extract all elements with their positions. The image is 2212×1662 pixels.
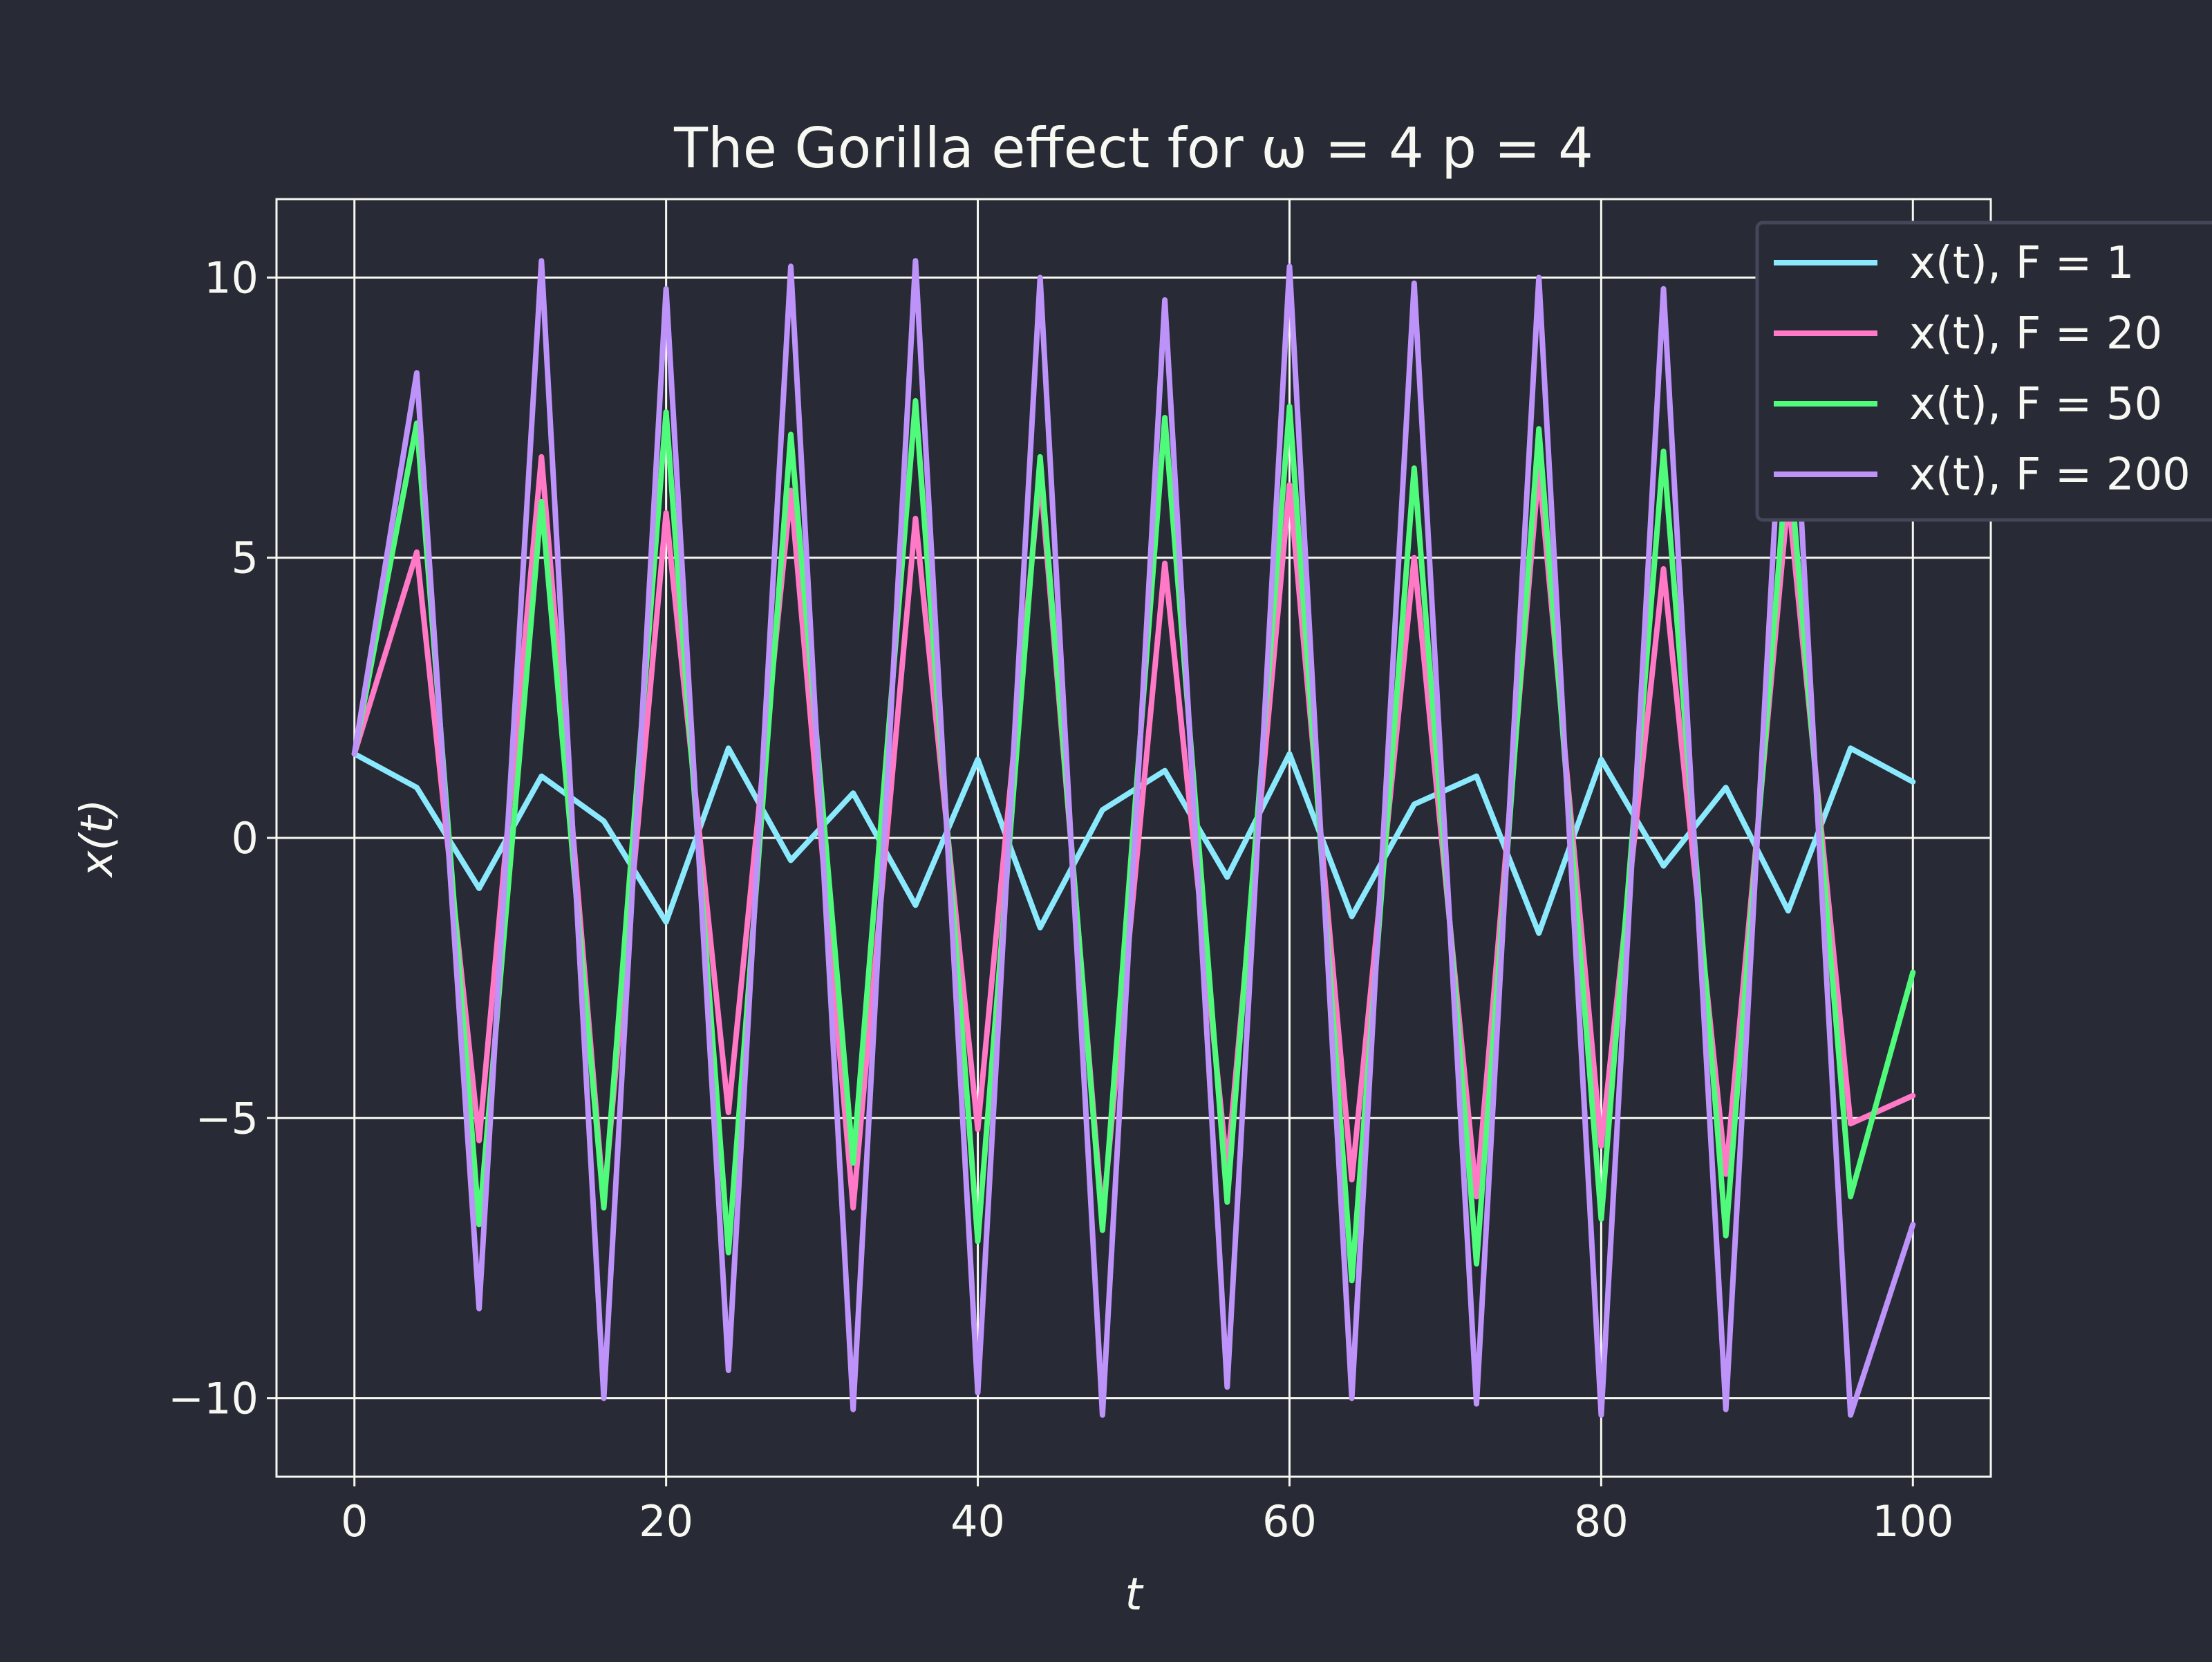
x-tick-label: 100 <box>1872 1496 1953 1547</box>
x-tick-label: 0 <box>341 1496 368 1547</box>
x-tick-label: 60 <box>1262 1496 1317 1547</box>
y-tick-label: 5 <box>232 533 259 583</box>
legend-label: x(t), F = 1 <box>1909 238 2134 289</box>
grid <box>276 199 1991 1477</box>
y-axis-label: x(t) <box>72 799 123 879</box>
x-tick-label: 40 <box>950 1496 1005 1547</box>
x-axis-label: t <box>1125 1569 1144 1621</box>
legend-label: x(t), F = 200 <box>1909 449 2191 501</box>
legend-box <box>1755 221 2212 522</box>
ticks: 0 20 40 60 80 100 10 5 0 −5 −10 <box>168 252 1953 1547</box>
series-line-3 <box>351 258 1916 1418</box>
y-tick-label: 0 <box>232 813 259 863</box>
y-tick-label: 10 <box>204 252 259 303</box>
plot-area <box>351 258 1916 1418</box>
legend: x(t), F = 1 x(t), F = 20 x(t), F = 50 x(t),… <box>1755 221 2212 522</box>
chart-title: The Gorilla effect for ω = 4 p = 4 <box>673 116 1593 180</box>
x-tick-label: 80 <box>1574 1496 1629 1547</box>
x-tick-label: 20 <box>639 1496 693 1547</box>
y-tick-label: −5 <box>196 1093 259 1143</box>
legend-label: x(t), F = 20 <box>1909 308 2162 360</box>
y-tick-label: −10 <box>168 1374 259 1424</box>
legend-label: x(t), F = 50 <box>1909 379 2162 430</box>
